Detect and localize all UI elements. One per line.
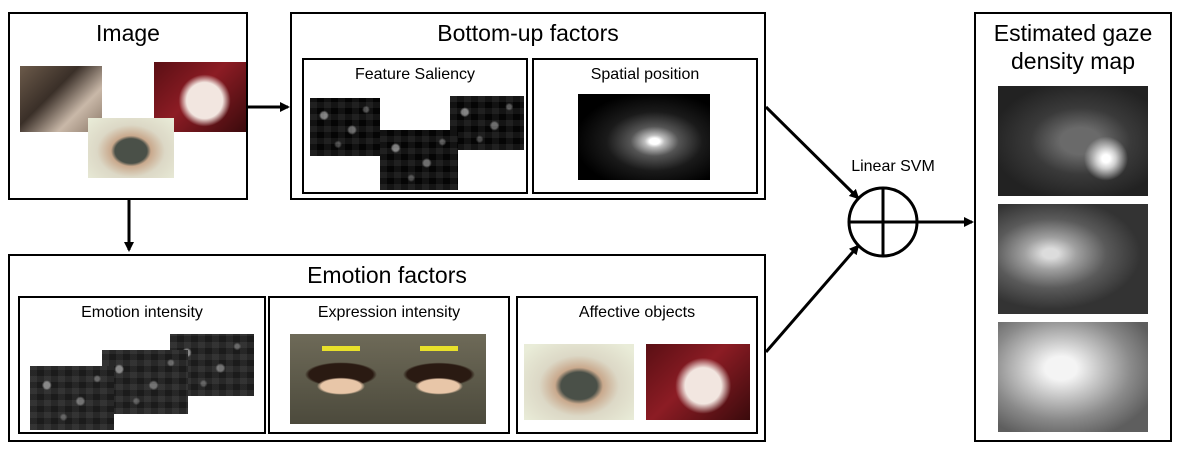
linear-svm-label: Linear SVM xyxy=(851,158,935,175)
feature-saliency-panel: Feature Saliency xyxy=(302,58,528,194)
bottom-up-title: Bottom-up factors xyxy=(437,20,619,46)
photo-snake-hand-small xyxy=(524,344,634,420)
spatial-prior-map xyxy=(578,94,710,180)
face-box-left xyxy=(322,346,360,351)
image-box-title: Image xyxy=(96,20,160,46)
photo-snake-hand xyxy=(88,118,174,178)
gaze-map-2 xyxy=(998,204,1148,314)
expression-intensity-panel: Expression intensity xyxy=(268,296,510,434)
emotion-intensity-panel: Emotion intensity xyxy=(18,296,266,434)
output-box: Estimated gaze density map xyxy=(974,12,1172,442)
saliency-map-3 xyxy=(380,130,458,190)
arrow-emotion-to-svm xyxy=(764,244,860,353)
feature-saliency-label: Feature Saliency xyxy=(354,66,476,83)
image-box: Image xyxy=(8,12,248,200)
bottom-up-factors-box: Bottom-up factors Feature Saliency Spati… xyxy=(290,12,766,200)
saliency-map-1 xyxy=(310,98,380,156)
gaze-map-3 xyxy=(998,322,1148,432)
expression-intensity-label: Expression intensity xyxy=(317,304,461,321)
affective-objects-label: Affective objects xyxy=(578,304,696,321)
photo-doll-wound-small xyxy=(646,344,750,420)
face-box-right xyxy=(420,346,458,351)
emotion-map-3 xyxy=(30,366,114,430)
emotion-factors-title: Emotion factors xyxy=(307,262,467,288)
output-title-line1: Estimated gaze xyxy=(993,20,1153,46)
affective-objects-panel: Affective objects xyxy=(516,296,758,434)
saliency-map-2 xyxy=(450,96,524,150)
emotion-intensity-label: Emotion intensity xyxy=(81,304,203,321)
output-title-line2: density map xyxy=(1010,48,1135,74)
arrow-bottomup-to-svm xyxy=(764,105,860,200)
photo-smiling-faces xyxy=(290,334,486,424)
spatial-position-panel: Spatial position xyxy=(532,58,758,194)
emotion-map-2 xyxy=(102,350,188,414)
spatial-position-label: Spatial position xyxy=(590,66,700,83)
gaze-map-1 xyxy=(998,86,1148,196)
emotion-factors-box: Emotion factors Emotion intensity Expres… xyxy=(8,254,766,442)
